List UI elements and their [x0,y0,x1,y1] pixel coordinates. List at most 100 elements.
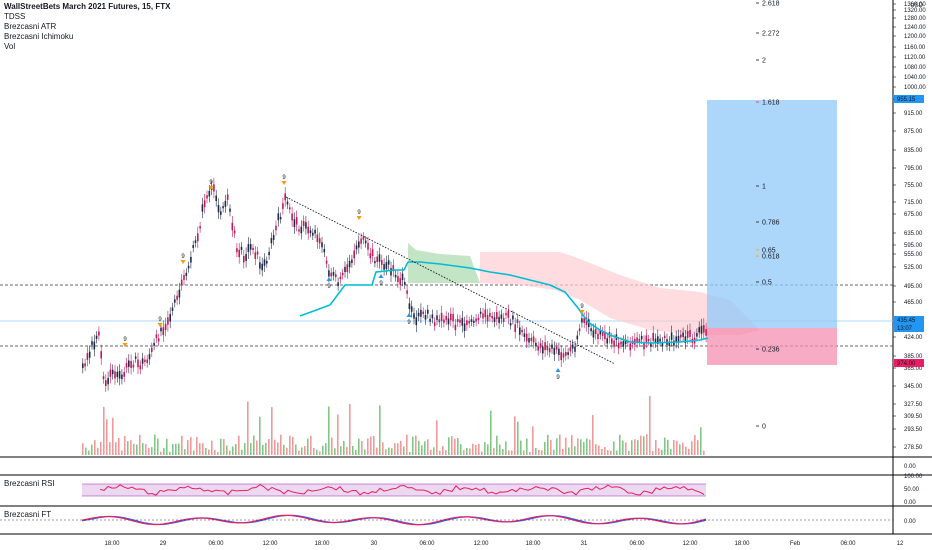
x-tick-label: 12:00 [682,541,698,547]
volume-bar [481,451,483,455]
volume-bar [169,451,171,455]
td-sell-marker [157,323,163,327]
candle-body [134,356,137,359]
volume-bar [244,443,246,455]
candle-body [479,311,482,314]
volume-bar [292,437,294,455]
candle-body [164,323,167,331]
volume-bar [358,438,360,455]
candle-body [661,342,664,347]
chart-legend: WallStreetBets March 2021 Futures, 15, F… [4,2,170,52]
volume-bar [157,438,159,455]
volume-bar [109,442,111,455]
td-count-label: 9 [209,180,213,186]
price-tag-label: 435.45 [897,318,916,324]
volume-bar [94,440,96,455]
volume-bar [655,440,657,455]
volume-bar [322,445,324,455]
volume-bar [229,450,231,455]
indicator-tdss[interactable]: TDSS [4,12,26,21]
candle-body [206,195,208,199]
volume-bar [589,439,591,455]
symbol-title[interactable]: WallStreetBets March 2021 Futures, 15, F… [4,2,171,11]
y-tick-label: 1160.00 [904,45,926,51]
candle-body [489,312,491,317]
candle-body [305,222,307,229]
volume-bar [364,449,366,455]
volume-bar [187,440,189,455]
volume-bar [436,420,438,455]
candle-body [222,206,224,209]
volume-bar [214,450,216,455]
price-tag-label: 955.15 [897,97,916,103]
candle-body [590,328,592,332]
candle-body [659,338,661,342]
candle-body [125,363,128,368]
volume-bar [265,442,267,455]
td-sell-marker [180,260,186,264]
ft-pane-label[interactable]: Brezcasni FT [4,510,52,519]
volume-bar [553,449,555,455]
candle-body [111,369,114,375]
candle-body [473,320,475,323]
volume-bar [196,437,198,455]
volume-bar [154,434,156,455]
candle-body [146,359,148,363]
candle-body [309,230,312,234]
price-tag [894,324,924,332]
indicator-ichimoku[interactable]: Brezcasni Ichimoku [4,32,74,41]
y-tick-label: 915.00 [904,111,923,117]
candle-body [302,220,305,227]
candle-body [328,270,330,277]
candle-body [705,329,707,336]
volume-bar [691,441,693,455]
volume-bar [595,444,597,455]
rsi-band [82,484,706,496]
td-count-label: 9 [556,375,560,381]
volume-bar [487,444,489,455]
volume-bar [403,446,405,455]
volume-bar [349,404,351,455]
indicator-vol[interactable]: Vol [4,42,16,51]
volume-bar [118,438,120,455]
volume-bar [184,449,186,455]
candle-body [277,213,280,221]
volume-bar [121,450,123,455]
y-tick-label: 293.50 [904,427,923,433]
volume-bar [295,444,297,455]
candle-body [378,254,381,262]
y-tick-label: 635.00 [904,231,923,237]
candle-body [599,330,602,335]
y-tick-label: 1360.00 [904,2,926,8]
candle-body [640,335,643,340]
candle-body [215,195,217,201]
candle-body [507,310,510,318]
indicator-atr[interactable]: Brezcasni ATR [4,22,57,31]
rsi-axis-label: 0.00 [904,500,916,506]
y-tick-label: 465.00 [904,300,923,306]
volume-bar [256,440,258,455]
candle-body [445,316,447,320]
x-tick-label: 18:00 [104,541,120,547]
volume-bar [310,435,312,455]
volume-bar [688,448,690,455]
candle-body [560,352,562,361]
volume-bar [361,441,363,455]
candle-body [670,332,673,340]
candle-body [171,307,174,311]
candle-body [116,371,119,378]
rsi-pane-label[interactable]: Brezcasni RSI [4,479,55,488]
candle-body [594,328,597,335]
x-tick-label: 06:00 [629,541,645,547]
candle-body [243,256,245,263]
candle-body [505,313,507,316]
candle-body [330,272,332,277]
fib-label: 0.5 [762,280,772,287]
candle-body [178,289,181,298]
candle-body [581,318,583,323]
fib-label: 1.618 [762,100,780,107]
volume-bar [568,447,570,455]
candle-body [88,351,91,358]
td-sell-marker [122,343,128,347]
